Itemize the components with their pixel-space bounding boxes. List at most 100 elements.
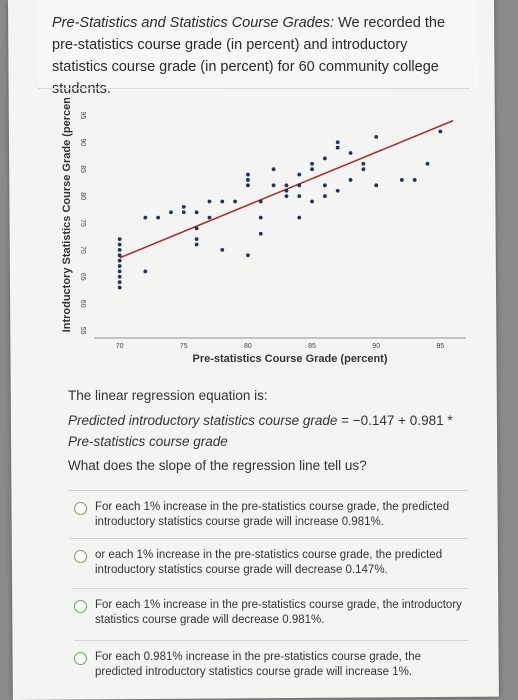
y-tick-label: 55 [79, 327, 86, 335]
option-text: For each 1% increase in the pre-statisti… [95, 501, 450, 528]
x-tick-group: 70 75 80 85 90 95 [116, 343, 445, 350]
data-point [271, 167, 276, 172]
equation-mid: = −0.147 + 0.981 * [337, 413, 453, 428]
data-point [361, 161, 366, 166]
data-point [297, 194, 302, 198]
y-tick-label: 85 [79, 165, 86, 173]
data-point [412, 178, 417, 182]
answer-option-3[interactable]: For each 1% increase in the pre-statisti… [74, 598, 464, 628]
radio-button[interactable] [74, 550, 87, 563]
answer-option-1[interactable]: For each 1% increase in the pre-statisti… [74, 500, 464, 530]
option-text: For each 0.981% increase in the pre-stat… [95, 651, 422, 678]
points-group [117, 129, 443, 290]
y-tick-label: 90 [79, 138, 86, 146]
option-text: For each 1% increase in the pre-statisti… [95, 599, 462, 626]
data-point [169, 210, 173, 215]
x-tick-label: 85 [308, 343, 316, 350]
data-point [194, 210, 199, 215]
data-point [156, 215, 161, 220]
divider [70, 538, 468, 539]
data-point [246, 178, 250, 182]
y-tick-label: 80 [79, 192, 86, 200]
answer-option-4[interactable]: For each 0.981% increase in the pre-stat… [74, 650, 464, 680]
divider [72, 588, 468, 589]
divider [68, 490, 468, 491]
data-point [361, 167, 366, 172]
intro-text: We recorded the pre-statistics course gr… [52, 15, 446, 97]
data-point [117, 285, 122, 290]
data-point [322, 156, 327, 161]
x-tick-label: 80 [244, 343, 252, 350]
data-point [335, 145, 340, 150]
data-point [207, 199, 212, 204]
data-point [297, 183, 302, 188]
option-text: or each 1% increase in the pre-statistic… [95, 549, 443, 576]
intro-title: Pre-Statistics and Statistics Course Gra… [52, 15, 335, 31]
x-tick-label: 70 [116, 343, 124, 350]
data-point [284, 194, 289, 198]
divider [74, 640, 468, 641]
intro-paragraph: Pre-Statistics and Statistics Course Gra… [52, 12, 462, 100]
data-point [117, 274, 122, 279]
x-axis-label: Pre-statistics Course Grade (percent) [192, 353, 387, 365]
radio-button[interactable] [74, 652, 87, 665]
intro-divider [38, 88, 470, 89]
data-point [181, 204, 186, 209]
data-point [297, 215, 302, 220]
data-point [117, 237, 122, 242]
data-point [297, 172, 302, 177]
data-point [310, 167, 314, 172]
data-point [438, 129, 443, 134]
data-point [117, 264, 122, 268]
data-point [143, 269, 148, 274]
data-point [220, 248, 225, 252]
data-point [271, 183, 276, 188]
x-tick-label: 75 [180, 343, 188, 350]
y-tick-group: 55 60 65 70 75 80 85 90 95 [79, 111, 86, 334]
x-tick-label: 95 [436, 343, 444, 350]
y-tick-label: 75 [79, 219, 86, 227]
data-point [335, 188, 340, 193]
data-point [194, 242, 199, 247]
regression-intro: The linear regression equation is: [68, 388, 268, 403]
data-point [322, 194, 327, 198]
data-point [246, 183, 250, 188]
data-point [246, 253, 250, 258]
data-point [335, 140, 340, 145]
radio-button[interactable] [74, 502, 87, 515]
data-point [220, 199, 225, 204]
data-point [348, 178, 353, 182]
data-point [374, 135, 379, 139]
y-tick-label: 65 [79, 273, 86, 281]
answer-option-2[interactable]: or each 1% increase in the pre-statistic… [74, 548, 464, 578]
data-point [258, 215, 263, 220]
data-point [117, 242, 122, 247]
data-point [258, 231, 263, 236]
x-tick-label: 90 [372, 343, 380, 350]
data-point [322, 183, 327, 188]
data-point [399, 178, 404, 182]
data-point [246, 172, 250, 177]
y-tick-label: 60 [79, 300, 86, 308]
data-point [310, 199, 314, 204]
data-point [284, 188, 289, 193]
data-point [117, 253, 122, 258]
scatter-plot-svg: 55 60 65 70 75 80 85 90 95 70 75 80 85 90 95 Introduc… [61, 89, 466, 365]
radio-button[interactable] [74, 600, 87, 613]
equation-rhs: Pre-statistics course grade [68, 434, 228, 449]
data-point [374, 183, 379, 188]
data-point [117, 258, 122, 263]
data-point [348, 151, 353, 155]
data-point [194, 237, 199, 242]
data-point [117, 280, 122, 285]
data-point [181, 210, 186, 215]
scatter-chart: 55 60 65 70 75 80 85 90 95 70 75 80 85 90 95 Introduc… [61, 89, 472, 368]
equation-lhs: Predicted introductory statistics course… [68, 413, 338, 428]
data-point [310, 161, 314, 166]
data-point [117, 269, 122, 274]
y-tick-label: 70 [79, 246, 86, 254]
data-point [117, 248, 122, 252]
data-point [233, 199, 238, 204]
data-point [284, 183, 289, 188]
data-point [425, 161, 430, 166]
